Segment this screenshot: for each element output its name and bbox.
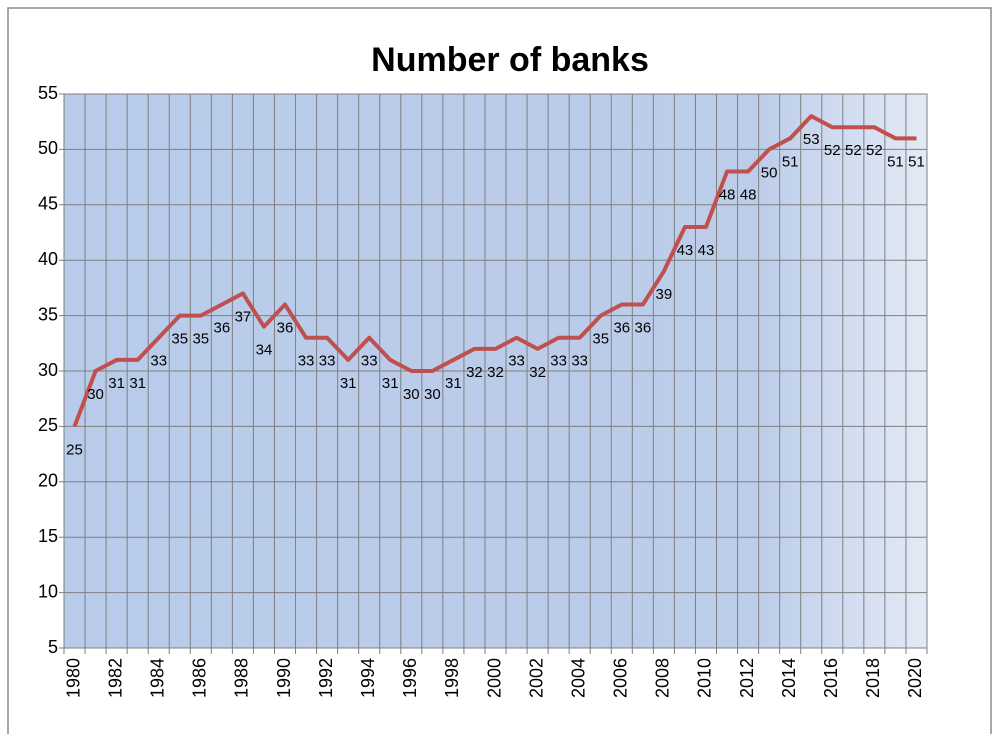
plot-border [63,93,928,649]
x-tick-label: 2000 [484,658,504,698]
data-label: 43 [677,242,694,259]
x-tick-label: 2010 [695,658,715,698]
data-label: 37 [235,308,252,325]
x-tick-label: 2006 [611,658,631,698]
x-tick-label: 1980 [63,658,83,698]
data-label: 30 [424,386,441,403]
y-tick-label: 30 [38,360,58,380]
data-label: 39 [656,286,673,303]
y-tick-label: 50 [38,138,58,158]
y-tick-label: 55 [38,83,58,103]
data-label: 43 [698,242,715,259]
data-label: 33 [150,353,167,370]
data-label: 52 [824,142,841,159]
data-label: 32 [529,364,546,381]
data-label: 51 [782,153,799,170]
data-label: 30 [403,386,420,403]
data-label: 48 [719,187,736,204]
data-line [72,114,917,428]
x-tick-label: 1986 [190,658,210,698]
data-label: 36 [613,319,630,336]
x-tick-label: 2008 [653,658,673,698]
x-tick-label: 1982 [105,658,125,698]
x-tick-label: 2016 [821,658,841,698]
y-tick-label: 35 [38,304,58,324]
data-label: 33 [298,353,315,370]
data-label: 33 [571,353,588,370]
x-tick-label: 2012 [737,658,757,698]
data-label: 31 [108,375,125,392]
x-tick-label: 2014 [779,658,799,698]
data-label: 32 [487,364,504,381]
data-label: 33 [361,353,378,370]
data-label: 50 [761,164,778,181]
frame [7,7,992,734]
x-tick-label: 1996 [400,658,420,698]
data-label: 53 [803,131,820,148]
data-label: 51 [887,153,904,170]
y-tick-label: 10 [38,581,58,601]
data-label: 36 [634,319,651,336]
x-tick-label: 1988 [232,658,252,698]
data-label: 33 [508,353,525,370]
x-tick-label: 2020 [905,658,925,698]
data-label: 52 [845,142,862,159]
data-label: 30 [87,386,104,403]
x-tick-label: 1992 [316,658,336,698]
data-label: 51 [908,153,925,170]
data-label: 31 [340,375,357,392]
data-label: 25 [66,441,83,458]
y-tick-label: 25 [38,415,58,435]
data-label: 34 [256,342,273,359]
data-label: 35 [192,331,209,348]
y-tick-label: 40 [38,249,58,269]
y-tick-label: 20 [38,471,58,491]
data-label: 31 [445,375,462,392]
x-tick-label: 2002 [526,658,546,698]
y-tick-label: 5 [48,637,58,657]
y-tick-label: 45 [38,194,58,214]
data-label: 35 [592,331,609,348]
x-tick-label: 1984 [147,658,167,698]
y-tick-label: 15 [38,526,58,546]
x-tick-label: 1990 [274,658,294,698]
data-label: 52 [866,142,883,159]
data-label: 33 [550,353,567,370]
data-label: 31 [129,375,146,392]
chart-title: Number of banks [371,41,649,79]
data-label: 48 [740,187,757,204]
x-tick-label: 2004 [568,658,588,698]
data-label: 31 [382,375,399,392]
data-label: 36 [214,319,231,336]
x-tick-label: 2018 [863,658,883,698]
data-label: 36 [277,319,294,336]
data-label: 35 [171,331,188,348]
x-tick-label: 1994 [358,658,378,698]
data-label: 33 [319,353,336,370]
data-label: 32 [466,364,483,381]
x-tick-label: 1998 [442,658,462,698]
